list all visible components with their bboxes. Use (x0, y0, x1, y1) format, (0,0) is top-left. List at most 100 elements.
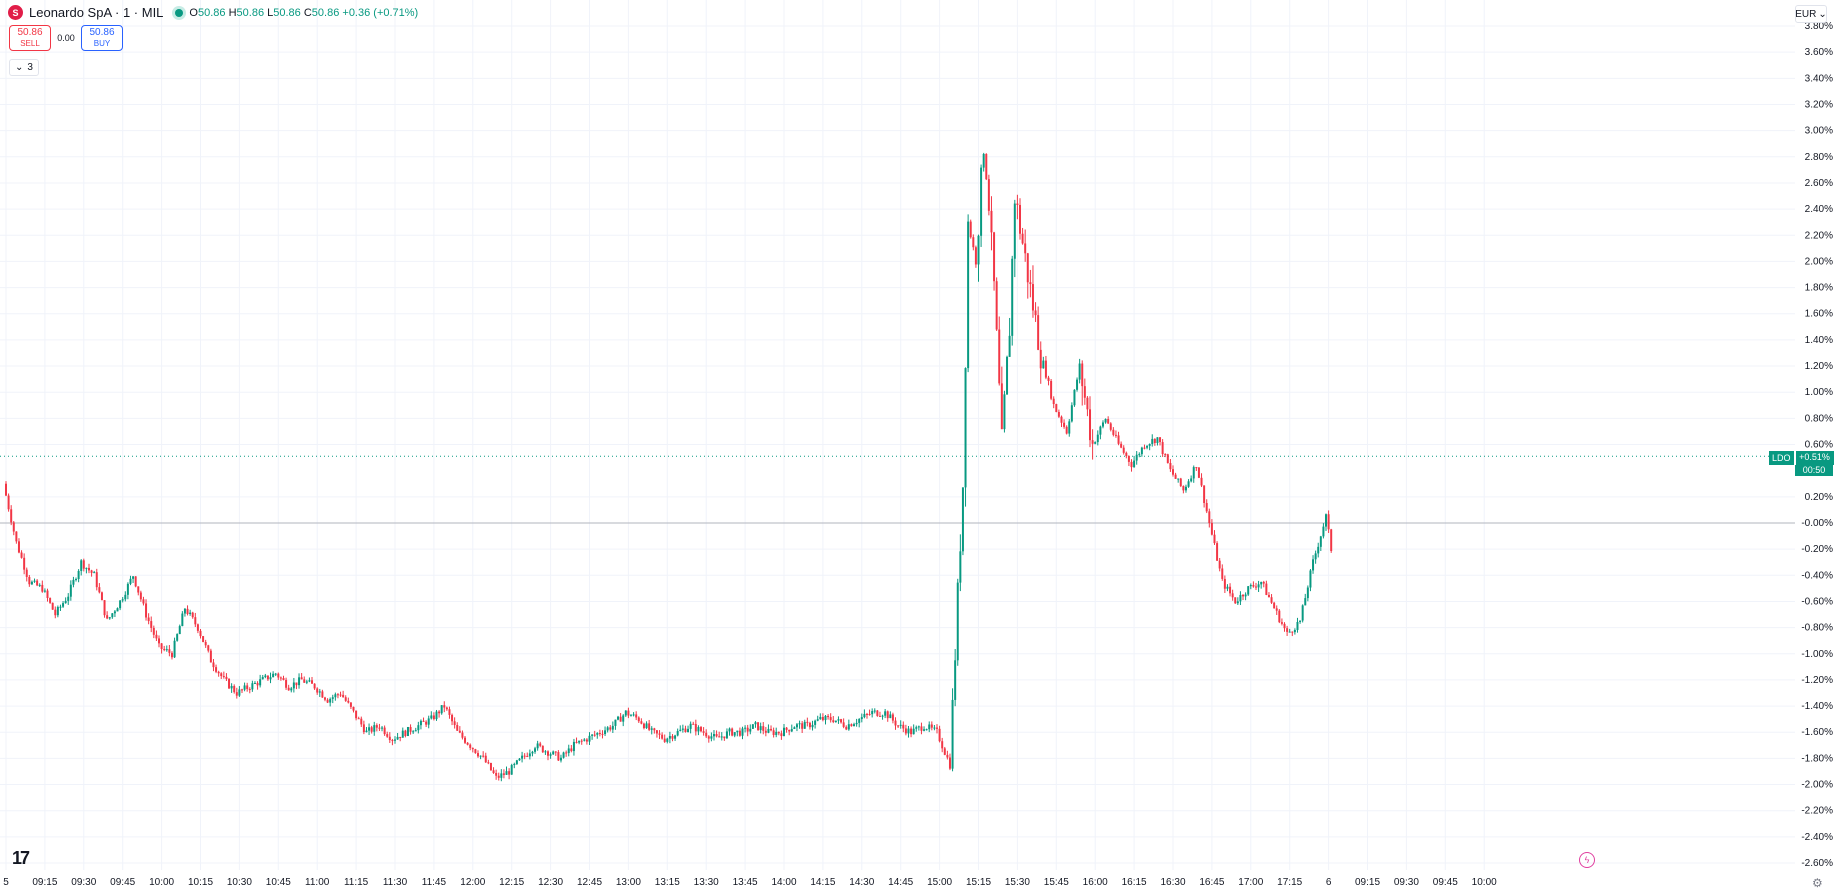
candle-down (103, 600, 106, 616)
candle-down (409, 726, 412, 732)
candle-down (1200, 477, 1203, 486)
candle-up (1133, 460, 1136, 468)
candle-down (443, 705, 446, 708)
candle-up (1299, 620, 1302, 622)
candle-down (458, 730, 461, 733)
candle-up (1249, 585, 1252, 587)
candle-up (915, 727, 918, 729)
candle-down (1182, 486, 1185, 491)
candle-down (246, 685, 249, 690)
candle-series (5, 152, 1333, 782)
candle-up (1309, 570, 1312, 588)
candle-down (476, 753, 479, 757)
candle-up (1073, 389, 1076, 406)
candle-down (661, 734, 664, 739)
time-tick-label: 15:15 (966, 877, 991, 888)
candle-down (1065, 426, 1068, 434)
candle-down (1081, 363, 1084, 387)
candle-up (77, 570, 80, 580)
candle-up (720, 736, 723, 738)
candle-down (1086, 397, 1089, 410)
price-tick-label: 2.20% (1805, 230, 1833, 241)
candle-down (1055, 404, 1058, 413)
candle-up (1042, 360, 1045, 369)
candle-down (313, 683, 316, 689)
candle-down (1213, 534, 1216, 544)
gear-icon[interactable]: ⚙ (1812, 876, 1823, 890)
candle-up (814, 720, 817, 725)
candle-down (1262, 581, 1265, 584)
currency-select[interactable]: EUR ⌄ (1795, 5, 1827, 23)
candle-up (510, 765, 513, 775)
candle-up (305, 681, 308, 683)
candle-up (111, 613, 114, 618)
candle-up (980, 167, 983, 236)
candle-up (624, 710, 627, 716)
candle-down (456, 725, 459, 731)
candle-down (764, 730, 767, 733)
candle-down (51, 602, 54, 610)
candle-down (777, 731, 780, 734)
candle-up (536, 743, 539, 749)
candle-down (655, 730, 658, 734)
sell-button[interactable]: 50.86 SELL (9, 25, 51, 51)
candle-up (977, 235, 980, 265)
candle-down (28, 576, 31, 585)
candle-up (1325, 514, 1328, 527)
time-axis[interactable]: 5 09:15 09:30 09:45 10:00 10:15 10:30 10:45 11:0… (0, 870, 1837, 894)
candle-down (715, 734, 718, 737)
candle-down (1050, 380, 1053, 399)
flash-icon[interactable]: ϟ (1579, 852, 1595, 868)
candle-down (1275, 608, 1278, 611)
candle-up (1317, 546, 1320, 554)
price-tick-label: 1.00% (1805, 387, 1833, 398)
candle-up (679, 729, 682, 731)
candle-up (775, 731, 778, 735)
time-tick-label: 09:30 (71, 877, 96, 888)
time-tick-label: 11:15 (344, 877, 369, 888)
candle-down (718, 736, 721, 738)
candle-up (687, 728, 690, 732)
time-tick-label: 11:45 (422, 877, 447, 888)
price-axis[interactable]: 3.80% 3.60% 3.40% 3.20% 3.00% 2.80% 2.60% 2.40%… (1795, 0, 1837, 870)
candle-down (930, 724, 933, 728)
candle-up (632, 714, 635, 716)
candle-down (570, 748, 573, 752)
chart-grid (0, 0, 1795, 870)
candle-down (235, 692, 238, 696)
candle-down (41, 584, 44, 592)
candle-down (1143, 447, 1146, 449)
buy-button[interactable]: 50.86 BUY (81, 25, 123, 51)
candle-down (1273, 602, 1276, 609)
candle-down (738, 730, 741, 736)
tradingview-logo-icon[interactable]: 17 (12, 848, 30, 868)
candle-down (770, 728, 773, 731)
candle-up (181, 613, 184, 627)
candle-up (365, 730, 368, 733)
symbol-title[interactable]: Leonardo SpA · 1 · MIL (29, 5, 164, 20)
candle-down (642, 723, 645, 729)
candle-up (860, 717, 863, 720)
candle-down (448, 709, 451, 715)
bar-countdown: 00:50 (1795, 465, 1833, 476)
last-price-tag: LDO +0.51% (1769, 451, 1834, 465)
time-tick-label: 14:45 (888, 877, 913, 888)
candle-up (917, 726, 920, 728)
candle-down (539, 743, 542, 746)
candle-down (191, 612, 194, 618)
indicators-toggle[interactable]: ⌄ 3 (9, 59, 39, 76)
candle-down (1044, 360, 1047, 378)
candle-up (982, 153, 985, 168)
candle-down (1060, 416, 1063, 423)
candle-down (25, 569, 28, 577)
candle-down (1024, 243, 1027, 254)
candle-down (891, 714, 894, 721)
candle-up (591, 734, 594, 736)
time-tick-label: 10:00 (149, 877, 174, 888)
candle-up (417, 725, 420, 731)
price-chart[interactable] (0, 0, 1795, 870)
candle-down (894, 720, 897, 726)
candle-up (681, 728, 684, 730)
candle-down (152, 627, 155, 635)
candle-down (464, 737, 467, 743)
